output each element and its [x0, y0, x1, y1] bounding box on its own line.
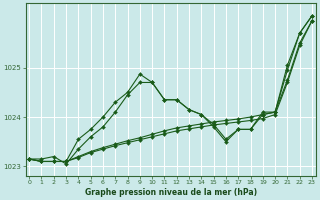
X-axis label: Graphe pression niveau de la mer (hPa): Graphe pression niveau de la mer (hPa) — [84, 188, 257, 197]
